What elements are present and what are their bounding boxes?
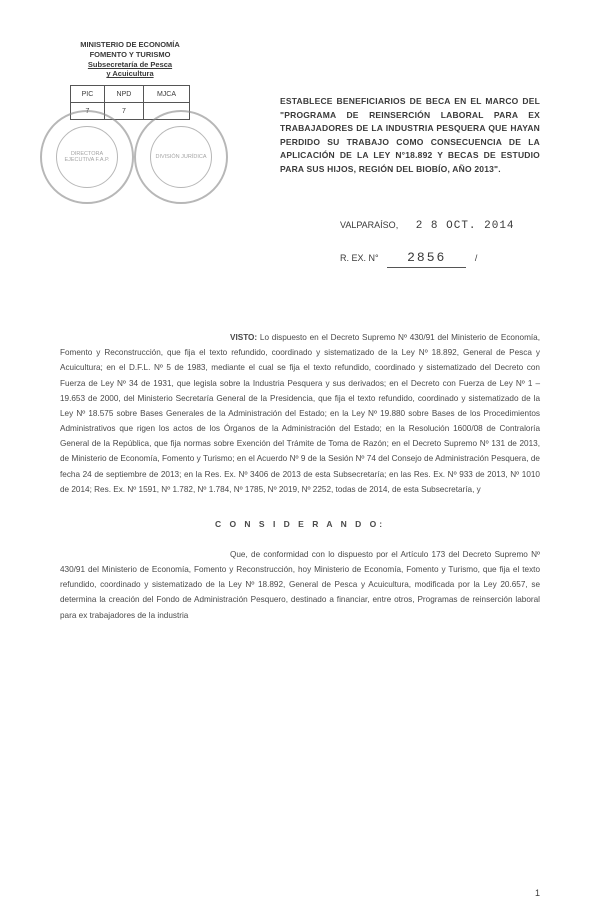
ministry-line: y Acuicultura (60, 69, 200, 79)
considerando-heading: C O N S I D E R A N D O: (60, 519, 540, 529)
considerando-body: Que, de conformidad con lo dispuesto por… (60, 547, 540, 623)
stamp-text: DIRECTORA EJECUTIVA F.A.P. (56, 126, 118, 188)
res-label: R. EX. N° (340, 253, 379, 263)
visto-lead: VISTO: (230, 333, 257, 342)
document-title: ESTABLECE BENEFICIARIOS DE BECA EN EL MA… (280, 95, 540, 177)
place-label: VALPARAÍSO, (340, 220, 398, 230)
resolution-line: R. EX. N° 2856 / (340, 250, 600, 265)
table-cell: NPD (104, 86, 143, 103)
res-number: 2856 (387, 250, 466, 268)
res-suffix: / (475, 253, 478, 263)
page-number: 1 (535, 888, 540, 898)
stamp-text: DIVISIÓN JURÍDICA (150, 126, 212, 188)
table-cell: MJCA (143, 86, 189, 103)
stamps-row: DIRECTORA EJECUTIVA F.A.P. DIVISIÓN JURÍ… (40, 110, 228, 204)
date-value: 2 8 OCT. 2014 (416, 220, 515, 232)
ministry-line: MINISTERIO DE ECONOMÍA (60, 40, 200, 50)
stamp-juridica: DIVISIÓN JURÍDICA (134, 110, 228, 204)
considerando-lead: Que, (230, 550, 248, 559)
visto-text: Lo dispuesto en el Decreto Supremo Nº 43… (60, 333, 540, 494)
ministry-line: FOMENTO Y TURISMO (60, 50, 200, 60)
considerando-text: de conformidad con lo dispuesto por el A… (60, 550, 540, 620)
place-date-line: VALPARAÍSO, 2 8 OCT. 2014 (340, 220, 600, 232)
stamp-directora: DIRECTORA EJECUTIVA F.A.P. (40, 110, 134, 204)
header-area: MINISTERIO DE ECONOMÍA FOMENTO Y TURISMO… (60, 40, 540, 240)
visto-section: VISTO: Lo dispuesto en el Decreto Suprem… (60, 330, 540, 497)
ministry-block: MINISTERIO DE ECONOMÍA FOMENTO Y TURISMO… (60, 40, 200, 79)
ministry-line: Subsecretaría de Pesca (60, 60, 200, 70)
table-cell: PIC (71, 86, 105, 103)
